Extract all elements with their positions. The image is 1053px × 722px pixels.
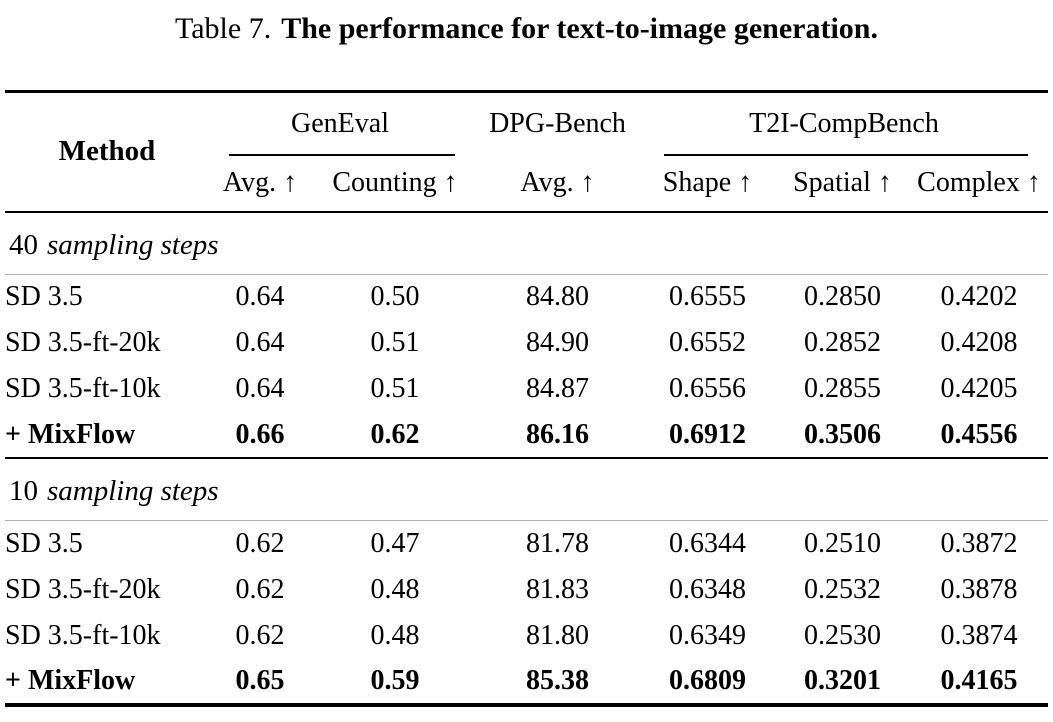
section-header-row: 10 sampling steps — [5, 458, 1048, 521]
section-steps-text: sampling steps — [47, 475, 219, 507]
geneval-underline — [229, 153, 455, 156]
value-cell: 0.62 — [235, 619, 285, 651]
value-cell: 0.51 — [370, 327, 420, 358]
value-cell: 0.64 — [235, 327, 285, 358]
value-cell: 0.3878 — [940, 573, 1018, 605]
value-cell: 0.6349 — [669, 619, 746, 651]
table-caption: Table 7. The performance for text-to-imag… — [5, 10, 1048, 48]
results-table: Method GenEval DPG-Bench T2I-CompBench A… — [5, 90, 1048, 707]
value-cell: 0.2532 — [804, 573, 881, 605]
section-label: 10 sampling steps — [5, 458, 1048, 521]
method-cell: + MixFlow — [5, 664, 136, 696]
group-header-geneval: GenEval — [205, 92, 475, 156]
method-cell: SD 3.5 — [5, 281, 83, 313]
table-row: SD 3.5 0.64 0.50 84.80 0.6555 0.2850 0.4202 — [5, 274, 1048, 320]
value-cell: 0.3506 — [804, 418, 881, 450]
value-cell: 0.62 — [370, 418, 420, 450]
value-cell: 0.2530 — [804, 619, 881, 651]
group-header-dpg-bench: DPG-Bench — [475, 92, 640, 156]
section-header-row: 40 sampling steps — [5, 211, 1048, 275]
value-cell: 0.62 — [235, 573, 285, 605]
value-cell: 0.3872 — [940, 527, 1018, 559]
value-cell: 0.2510 — [804, 527, 881, 559]
value-cell: 0.6555 — [669, 281, 746, 313]
column-header-geneval-avg: Avg. ↑ — [222, 167, 298, 198]
value-cell: 0.65 — [235, 664, 285, 696]
value-cell: 0.4165 — [940, 664, 1018, 696]
value-cell: 0.2850 — [804, 281, 881, 313]
value-cell: 84.87 — [526, 373, 589, 404]
section-steps-number: 10 — [9, 475, 38, 507]
value-cell: 81.78 — [526, 527, 589, 559]
section-steps-number: 40 — [9, 228, 38, 261]
method-cell: SD 3.5-ft-10k — [5, 373, 161, 404]
method-cell: SD 3.5-ft-10k — [5, 619, 161, 651]
value-cell: 0.6809 — [669, 664, 746, 696]
value-cell: 0.2852 — [804, 327, 881, 358]
value-cell: 0.3874 — [940, 619, 1018, 651]
value-cell: 0.51 — [370, 373, 420, 404]
value-cell: 84.90 — [526, 327, 589, 358]
value-cell: 85.38 — [526, 664, 589, 696]
column-header-dpg-avg: Avg. ↑ — [520, 167, 595, 198]
value-cell: 0.47 — [370, 527, 420, 559]
value-cell: 0.50 — [370, 281, 420, 313]
value-cell: 81.83 — [526, 573, 589, 605]
sub-header-row: Avg. ↑ Counting ↑ Avg. ↑ Shape ↑ Spatial… — [5, 156, 1048, 212]
column-header-spatial: Spatial ↑ — [793, 167, 892, 198]
column-header-shape: Shape ↑ — [662, 167, 753, 198]
value-cell: 0.6912 — [669, 418, 746, 450]
table-row: SD 3.5-ft-20k 0.62 0.48 81.83 0.6348 0.2532 0.… — [5, 567, 1048, 613]
value-cell: 81.80 — [526, 619, 589, 651]
table-body: 40 sampling steps SD 3.5 0.64 0.50 84.80 0.655… — [5, 211, 1048, 705]
method-cell: SD 3.5-ft-20k — [5, 327, 161, 358]
table-row: SD 3.5 0.62 0.47 81.78 0.6344 0.2510 0.3872 — [5, 521, 1048, 567]
value-cell: 0.62 — [235, 527, 285, 559]
table-row: SD 3.5-ft-10k 0.64 0.51 84.87 0.6556 0.2855 0.… — [5, 366, 1048, 412]
group-header-row: Method GenEval DPG-Bench T2I-CompBench — [5, 92, 1048, 167]
value-cell: 0.6556 — [669, 373, 746, 404]
value-cell: 0.66 — [235, 418, 285, 450]
group-label-dpg-bench: DPG-Bench — [489, 108, 626, 140]
method-cell: + MixFlow — [5, 418, 136, 450]
table-header: Method GenEval DPG-Bench T2I-CompBench A… — [5, 92, 1048, 212]
value-cell: 0.3201 — [804, 664, 881, 696]
table-row: + MixFlow 0.66 0.62 86.16 0.6912 0.3506 0.4556 — [5, 412, 1048, 458]
value-cell: 84.80 — [526, 281, 589, 313]
value-cell: 0.4208 — [940, 327, 1018, 358]
t2i-compbench-underline — [664, 153, 1028, 156]
group-header-t2i-compbench: T2I-CompBench — [640, 92, 1048, 156]
section-steps-text: sampling steps — [47, 228, 219, 261]
table-row: SD 3.5-ft-20k 0.64 0.51 84.90 0.6552 0.2852 0.… — [5, 320, 1048, 366]
value-cell: 0.6344 — [669, 527, 746, 559]
table-row: + MixFlow 0.65 0.59 85.38 0.6809 0.3201 0.4165 — [5, 659, 1048, 705]
value-cell: 86.16 — [526, 418, 589, 450]
method-cell: SD 3.5-ft-20k — [5, 573, 161, 605]
value-cell: 0.6348 — [669, 573, 746, 605]
value-cell: 0.4205 — [940, 373, 1018, 404]
section-label: 40 sampling steps — [5, 211, 1048, 275]
table-row: SD 3.5-ft-10k 0.62 0.48 81.80 0.6349 0.2530 0.… — [5, 613, 1048, 659]
group-label-geneval: GenEval — [291, 108, 389, 140]
group-label-t2i-compbench: T2I-CompBench — [749, 108, 939, 140]
column-header-complex: Complex ↑ — [917, 167, 1041, 198]
column-header-method: Method — [58, 135, 156, 168]
value-cell: 0.6552 — [669, 327, 746, 358]
value-cell: 0.64 — [235, 373, 285, 404]
column-header-geneval-counting: Counting ↑ — [332, 167, 458, 198]
page: Table 7. The performance for text-to-imag… — [5, 10, 1048, 707]
value-cell: 0.4202 — [940, 281, 1018, 313]
method-cell: SD 3.5 — [5, 527, 83, 559]
caption-text: The performance for text-to-image genera… — [281, 12, 878, 45]
value-cell: 0.4556 — [940, 418, 1018, 450]
value-cell: 0.48 — [370, 619, 420, 651]
value-cell: 0.48 — [370, 573, 420, 605]
value-cell: 0.2855 — [804, 373, 881, 404]
caption-number: Table 7. — [175, 12, 272, 45]
value-cell: 0.59 — [370, 664, 420, 696]
value-cell: 0.64 — [235, 281, 285, 313]
